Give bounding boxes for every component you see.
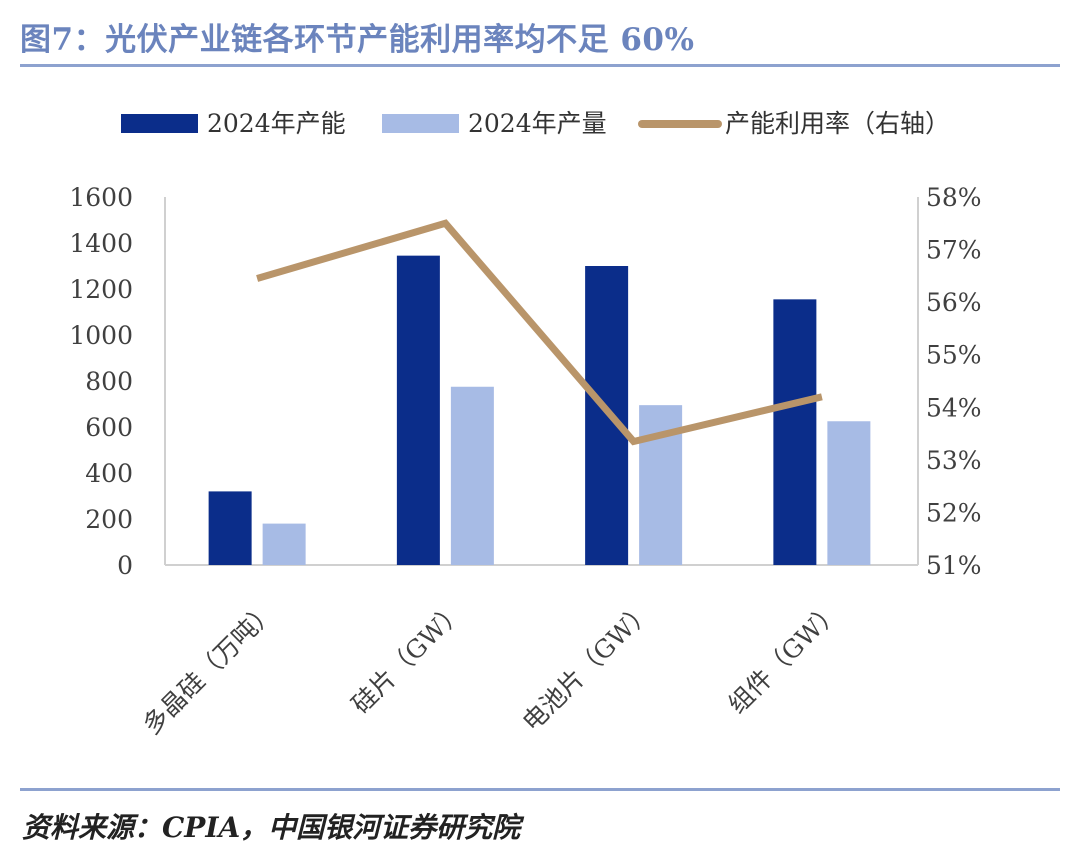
legend-utilization-label: 产能利用率（右轴） [725, 109, 950, 138]
left-axis-ticks: 0 200 400 600 800 1000 1200 1400 1600 [69, 183, 133, 580]
legend-capacity-swatch [121, 114, 198, 133]
right-tick-label: 57% [926, 236, 982, 265]
left-tick-label: 1200 [69, 275, 133, 304]
left-tick-label: 600 [85, 413, 133, 442]
category-label-3: 电池片（GW） [517, 596, 658, 737]
right-tick-label: 56% [926, 288, 982, 317]
legend-output-swatch [382, 114, 459, 133]
output-bar-4 [827, 421, 871, 565]
capacity-bar-1 [208, 491, 252, 565]
right-axis-ticks: 51% 52% 53% 54% 55% 56% 57% 58% [926, 183, 982, 580]
output-bar-1 [262, 523, 306, 565]
category-label-4: 组件（GW） [723, 596, 847, 720]
right-tick-label: 51% [926, 551, 982, 580]
category-label-2: 硅片（GW） [346, 596, 470, 720]
capacity-bar-4 [773, 299, 817, 565]
capacity-bar-2 [396, 255, 440, 565]
legend-capacity-label: 2024年产能 [207, 109, 346, 138]
left-tick-label: 1400 [69, 229, 133, 258]
source-note: 资料来源：CPIA，中国银河证券研究院 [22, 811, 521, 844]
utilization-line-layer [256, 219, 823, 446]
figure-title: 图7：光伏产业链各环节产能利用率均不足 60% [20, 22, 695, 58]
left-tick-label: 200 [85, 505, 133, 534]
left-tick-label: 400 [85, 459, 133, 488]
right-tick-label: 55% [926, 341, 982, 370]
output-bar-2 [450, 386, 494, 565]
right-tick-label: 58% [926, 183, 982, 212]
left-tick-label: 800 [85, 367, 133, 396]
footer-divider [20, 788, 1060, 791]
title-divider [20, 64, 1060, 67]
utilization-line [256, 219, 823, 446]
category-label-1: 多晶硅（万吨） [137, 596, 281, 740]
category-labels: 多晶硅（万吨） 硅片（GW） 电池片（GW） 组件（GW） [137, 596, 846, 740]
chart-canvas: 2024年产能 2024年产量 产能利用率（右轴） 0 200 400 600 800 1… [69, 109, 982, 740]
left-tick-label: 1000 [69, 321, 133, 350]
left-tick-label: 1600 [69, 183, 133, 212]
legend-output-label: 2024年产量 [468, 109, 607, 138]
legend: 2024年产能 2024年产量 产能利用率（右轴） [121, 109, 950, 138]
right-tick-label: 54% [926, 393, 982, 422]
right-tick-label: 52% [926, 498, 982, 527]
left-tick-label: 0 [117, 551, 133, 580]
right-tick-label: 53% [926, 446, 982, 475]
